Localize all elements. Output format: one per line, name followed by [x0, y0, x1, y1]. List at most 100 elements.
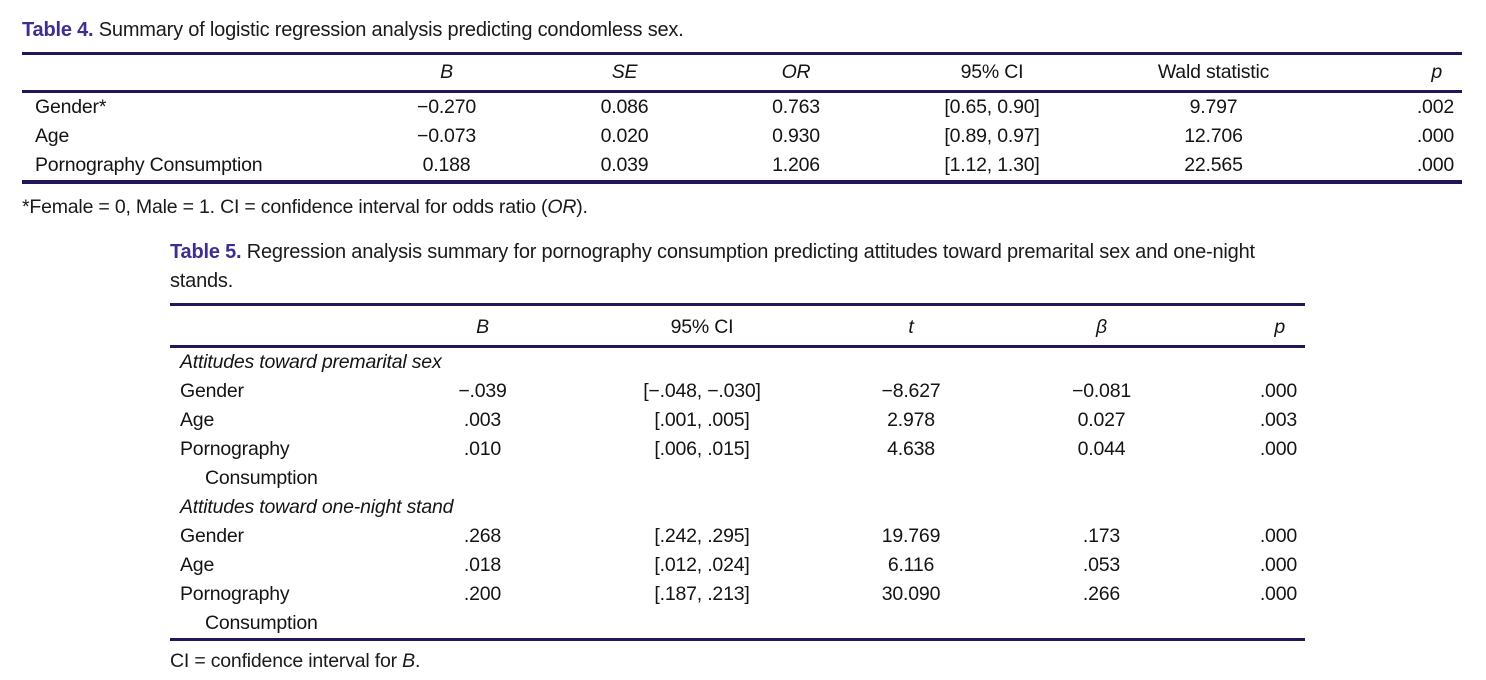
cell-OR: 1.206: [772, 154, 820, 176]
table-row: Gender .268 [.242, .295] 19.769 .173 .00…: [170, 522, 1305, 551]
cell-CI: [.006, .015]: [654, 438, 750, 460]
cell-B: −0.270: [417, 96, 476, 118]
predictor-label: Pornography Consumption: [170, 580, 370, 640]
table5-header-beta: β: [1096, 316, 1107, 338]
table5-footnote: CI = confidence interval for B.: [170, 647, 1305, 676]
table-row: Pornography Consumption .200 [.187, .213]…: [170, 580, 1305, 640]
predictor-label: Pornography Consumption: [170, 435, 370, 493]
cell-p: .000: [1259, 380, 1297, 402]
cell-t: 30.090: [881, 583, 941, 605]
cell-p: .000: [1416, 154, 1454, 176]
table-row: Gender −.039 [−.048, −.030] −8.627 −0.08…: [170, 377, 1305, 406]
table4-header-OR: OR: [781, 61, 811, 83]
cell-CI: [.001, .005]: [654, 409, 750, 431]
table5-footnote-end: .: [414, 650, 421, 672]
table4-caption-label: Table 4.: [22, 19, 94, 41]
table4-header-p: p: [1431, 61, 1442, 83]
table4-block: Table 4. Summary of logistic regression …: [22, 16, 1462, 222]
table4-footnote-end: ).: [576, 196, 588, 218]
cell-beta: .266: [1082, 583, 1121, 605]
cell-B: .268: [463, 525, 502, 547]
cell-B: −.039: [458, 380, 507, 402]
cell-p: .000: [1259, 583, 1297, 605]
table4-header-B: B: [440, 61, 453, 83]
predictor-label: Age: [180, 409, 215, 431]
cell-t: 4.638: [887, 438, 935, 460]
table-row: Age .018 [.012, .024] 6.116 .053 .000: [170, 551, 1305, 580]
cell-p: .000: [1416, 125, 1454, 147]
table4-header-SE: SE: [611, 61, 638, 83]
table4-caption: Table 4. Summary of logistic regression …: [22, 16, 1462, 45]
cell-t: 6.116: [887, 554, 935, 576]
cell-CI: [1.12, 1.30]: [944, 154, 1040, 176]
cell-OR: 0.930: [772, 125, 820, 147]
cell-Wald: 22.565: [1184, 154, 1243, 176]
cell-SE: 0.086: [600, 96, 649, 118]
cell-t: 2.978: [887, 409, 935, 431]
predictor-label: Age: [35, 125, 70, 147]
cell-B: 0.188: [422, 154, 471, 176]
table5-header-t: t: [908, 316, 914, 338]
predictor-label: Gender*: [35, 96, 107, 118]
cell-beta: .173: [1082, 525, 1121, 547]
cell-CI: [−.048, −.030]: [643, 380, 761, 402]
table-row: Pornography Consumption .010 [.006, .015]…: [170, 435, 1305, 493]
table5-footnote-b: B: [402, 650, 415, 672]
table-row: Age .003 [.001, .005] 2.978 0.027 .003: [170, 406, 1305, 435]
predictor-label: Gender: [180, 525, 244, 547]
predictor-label-line2: Consumption: [205, 467, 318, 489]
table-row: Pornography Consumption 0.188 0.039 1.20…: [22, 151, 1462, 182]
table4-caption-text: Summary of logistic regression analysis …: [98, 19, 684, 41]
section-heading: Attitudes toward one-night stand: [180, 496, 454, 518]
cell-B: .018: [463, 554, 502, 576]
cell-CI: [0.65, 0.90]: [944, 96, 1040, 118]
cell-beta: 0.044: [1077, 438, 1126, 460]
predictor-label-line1: Pornography: [180, 583, 290, 605]
predictor-label-line2: Consumption: [205, 612, 318, 634]
cell-beta: .053: [1082, 554, 1121, 576]
table4-header-Wald: Wald statistic: [1157, 61, 1270, 83]
section-heading-row: Attitudes toward one-night stand: [170, 493, 1305, 522]
table4: B SE OR 95% CI Wald statistic p Gender* …: [22, 52, 1462, 184]
table4-footnote-or: OR: [547, 196, 577, 218]
table4-footnote-text: *Female = 0, Male = 1. CI = confidence i…: [22, 196, 548, 218]
section-heading-row: Attitudes toward premarital sex: [170, 347, 1305, 378]
cell-CI: [.012, .024]: [654, 554, 750, 576]
table5: B 95% CI t β p Attitudes toward premarit…: [170, 303, 1305, 641]
section-heading: Attitudes toward premarital sex: [180, 351, 442, 373]
cell-SE: 0.020: [600, 125, 649, 147]
cell-p: .000: [1259, 525, 1297, 547]
cell-B: .200: [463, 583, 502, 605]
table4-header-empty: [22, 54, 352, 92]
cell-SE: 0.039: [600, 154, 649, 176]
table-row: Age −0.073 0.020 0.930 [0.89, 0.97] 12.7…: [22, 122, 1462, 151]
cell-CI: [0.89, 0.97]: [944, 125, 1040, 147]
table5-caption-text: Regression analysis summary for pornogra…: [170, 241, 1255, 292]
cell-Wald: 9.797: [1189, 96, 1238, 118]
table-row: Gender* −0.270 0.086 0.763 [0.65, 0.90] …: [22, 92, 1462, 123]
cell-Wald: 12.706: [1184, 125, 1243, 147]
cell-CI: [.187, .213]: [654, 583, 750, 605]
table5-header-B: B: [476, 316, 489, 338]
table5-header-CI: 95% CI: [670, 316, 734, 338]
table4-header-row: B SE OR 95% CI Wald statistic p: [22, 54, 1462, 92]
cell-p: .002: [1416, 96, 1454, 118]
cell-B: −0.073: [417, 125, 476, 147]
cell-B: .010: [463, 438, 502, 460]
table4-header-CI: 95% CI: [960, 61, 1024, 83]
cell-p: .000: [1259, 554, 1297, 576]
table5-caption: Table 5. Regression analysis summary for…: [170, 238, 1305, 296]
table4-footnote: *Female = 0, Male = 1. CI = confidence i…: [22, 193, 1462, 222]
predictor-label-line1: Pornography: [180, 438, 290, 460]
table5-block: Table 5. Regression analysis summary for…: [170, 238, 1305, 676]
cell-CI: [.242, .295]: [654, 525, 750, 547]
cell-t: 19.769: [881, 525, 941, 547]
table5-header-p: p: [1274, 316, 1285, 338]
cell-B: .003: [463, 409, 502, 431]
predictor-label: Gender: [180, 380, 244, 402]
table5-header-row: B 95% CI t β p: [170, 305, 1305, 347]
cell-p: .000: [1259, 438, 1297, 460]
cell-p: .003: [1259, 409, 1297, 431]
predictor-label: Pornography Consumption: [35, 154, 263, 176]
